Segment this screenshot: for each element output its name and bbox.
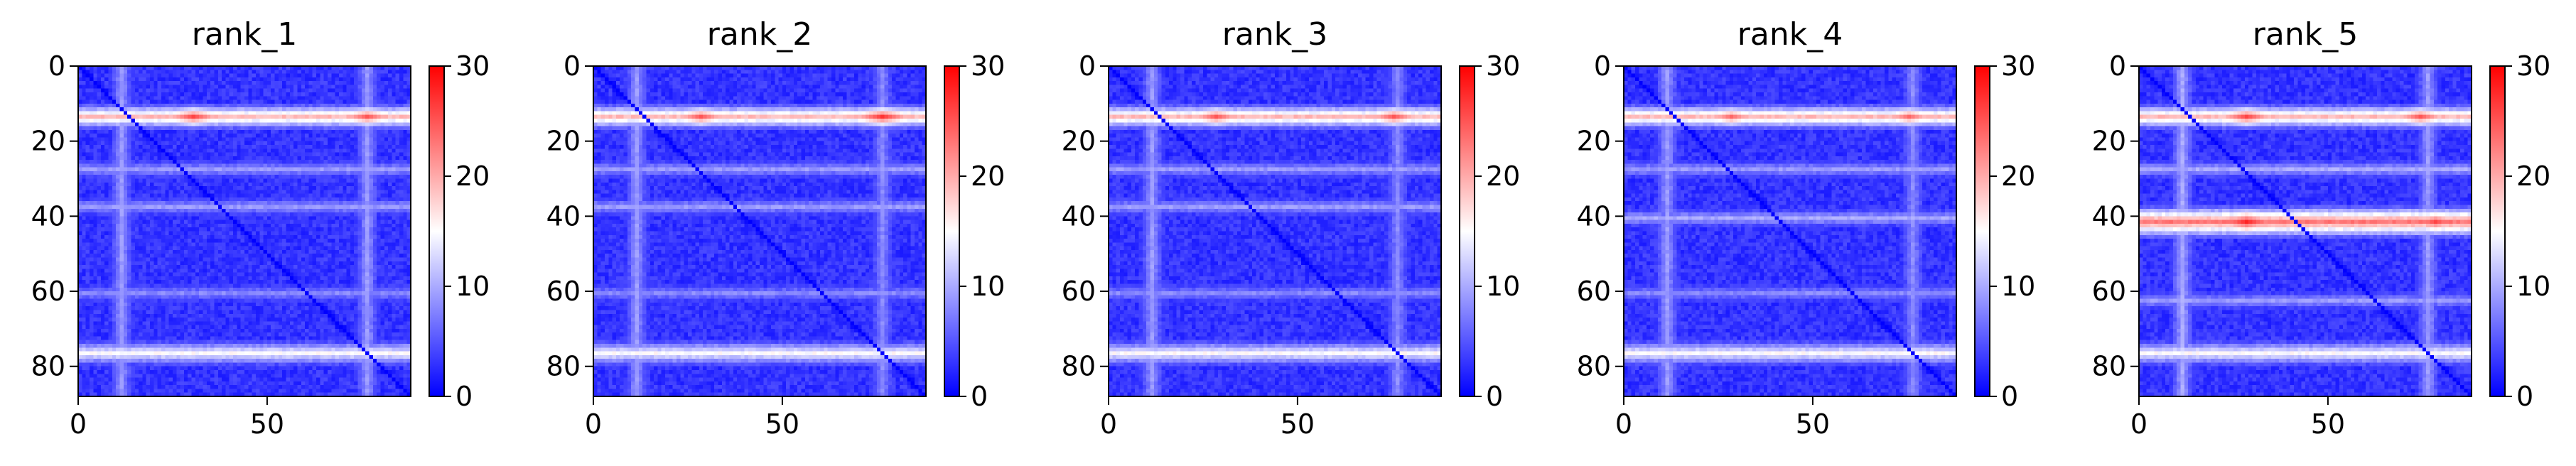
colorbar-tick-label: 0 [456,381,473,412]
heatmap-cells [78,66,411,397]
colorbar-tick-label: 30 [1486,50,1520,82]
y-tick-label: 40 [31,200,65,232]
x-tick-label: 50 [2311,408,2345,440]
y-tick-label: 0 [2109,50,2126,82]
x-tick-label: 0 [2130,408,2147,440]
colorbar-tick-label: 0 [2516,381,2533,412]
y-tick-label: 0 [1594,50,1611,82]
y-tick-label: 40 [2092,200,2126,232]
colorbar-tick-label: 20 [456,161,490,192]
colorbar-tick-label: 20 [2001,161,2035,192]
heatmap-cells [593,66,927,397]
y-tick-label: 60 [1577,276,1611,307]
colorbar [429,66,444,396]
x-tick-label: 0 [1100,408,1117,440]
colorbar-tick-label: 30 [971,50,1005,82]
y-tick-label: 60 [2092,276,2126,307]
y-tick-label: 0 [1079,50,1096,82]
colorbar-tick-label: 30 [2516,50,2550,82]
y-tick-label: 20 [1062,126,1096,157]
colorbar-tick-label: 30 [456,50,490,82]
chart-title: rank_2 [707,16,812,53]
colorbar-tick-label: 30 [2001,50,2035,82]
y-tick-label: 40 [1062,200,1096,232]
chart-title: rank_1 [192,16,297,53]
y-tick-label: 0 [48,50,65,82]
heatmap-cells [1109,66,1442,397]
y-tick-label: 80 [1062,351,1096,382]
colorbar [1975,66,1990,396]
colorbar [944,66,959,396]
colorbar-tick-label: 10 [456,271,490,302]
x-tick-label: 50 [765,408,799,440]
y-tick-label: 60 [1062,276,1096,307]
chart-title: rank_4 [1737,16,1843,53]
x-tick-label: 50 [1281,408,1315,440]
y-tick-label: 80 [546,351,581,382]
y-tick-label: 20 [546,126,581,157]
colorbar-tick-label: 10 [1486,271,1520,302]
x-tick-label: 0 [70,408,87,440]
x-tick-label: 0 [585,408,602,440]
y-tick-label: 20 [31,126,65,157]
colorbar-tick-label: 0 [971,381,988,412]
y-tick-label: 80 [31,351,65,382]
colorbar-tick-label: 20 [1486,161,1520,192]
chart-title: rank_5 [2253,16,2358,53]
y-tick-label: 40 [546,200,581,232]
colorbar-tick-label: 10 [2516,271,2550,302]
y-tick-label: 60 [546,276,581,307]
y-tick-label: 0 [564,50,581,82]
colorbar-tick-label: 10 [971,271,1005,302]
y-tick-label: 80 [2092,351,2126,382]
colorbar-tick-label: 0 [2001,381,2018,412]
y-tick-label: 20 [1577,126,1611,157]
colorbar-tick-label: 0 [1486,381,1503,412]
y-tick-label: 40 [1577,200,1611,232]
colorbar-tick-label: 20 [971,161,1005,192]
chart-title: rank_3 [1222,16,1327,53]
y-tick-label: 20 [2092,126,2126,157]
colorbar-tick-label: 20 [2516,161,2550,192]
colorbar-tick-label: 10 [2001,271,2035,302]
y-tick-label: 60 [31,276,65,307]
x-tick-label: 50 [1796,408,1830,440]
y-tick-label: 80 [1577,351,1611,382]
colorbar [2490,66,2505,396]
x-tick-label: 50 [250,408,284,440]
colorbar [1460,66,1475,396]
heatmap-cells [1624,66,1957,397]
x-tick-label: 0 [1615,408,1632,440]
heatmap-cells [2139,66,2472,397]
